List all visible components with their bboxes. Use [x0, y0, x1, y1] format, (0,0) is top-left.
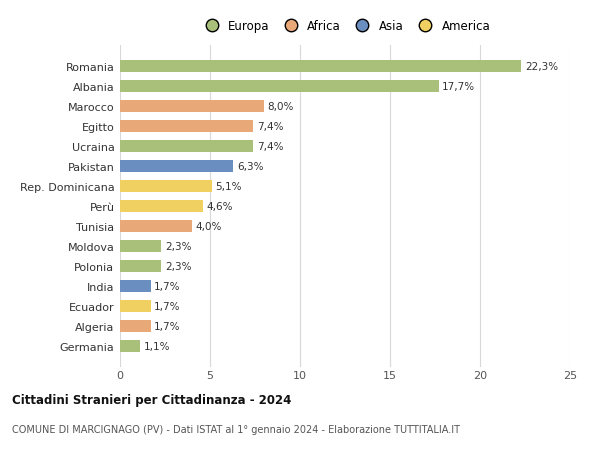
Bar	[120, 301, 151, 313]
Text: 4,6%: 4,6%	[206, 202, 233, 212]
Text: 17,7%: 17,7%	[442, 82, 475, 91]
Text: Cittadini Stranieri per Cittadinanza - 2024: Cittadini Stranieri per Cittadinanza - 2…	[12, 393, 292, 406]
Bar	[120, 161, 233, 173]
Text: 7,4%: 7,4%	[257, 141, 283, 151]
Bar	[120, 221, 192, 233]
Bar	[120, 320, 151, 333]
Text: 2,3%: 2,3%	[165, 262, 191, 272]
Bar	[120, 241, 161, 252]
Bar	[120, 121, 253, 133]
Legend: Europa, Africa, Asia, America: Europa, Africa, Asia, America	[200, 20, 490, 33]
Text: 4,0%: 4,0%	[196, 222, 222, 231]
Bar	[120, 61, 521, 73]
Text: COMUNE DI MARCIGNAGO (PV) - Dati ISTAT al 1° gennaio 2024 - Elaborazione TUTTITA: COMUNE DI MARCIGNAGO (PV) - Dati ISTAT a…	[12, 424, 460, 434]
Bar	[120, 341, 140, 353]
Text: 1,7%: 1,7%	[154, 322, 181, 331]
Bar	[120, 140, 253, 152]
Text: 5,1%: 5,1%	[215, 182, 242, 191]
Text: 2,3%: 2,3%	[165, 241, 191, 252]
Bar	[120, 261, 161, 273]
Text: 8,0%: 8,0%	[268, 101, 294, 112]
Text: 1,7%: 1,7%	[154, 281, 181, 291]
Bar	[120, 180, 212, 192]
Bar	[120, 80, 439, 93]
Bar	[120, 280, 151, 292]
Text: 1,1%: 1,1%	[143, 341, 170, 352]
Bar	[120, 201, 203, 213]
Text: 1,7%: 1,7%	[154, 302, 181, 312]
Text: 6,3%: 6,3%	[237, 162, 263, 172]
Text: 22,3%: 22,3%	[525, 62, 558, 72]
Bar	[120, 101, 264, 112]
Text: 7,4%: 7,4%	[257, 122, 283, 132]
